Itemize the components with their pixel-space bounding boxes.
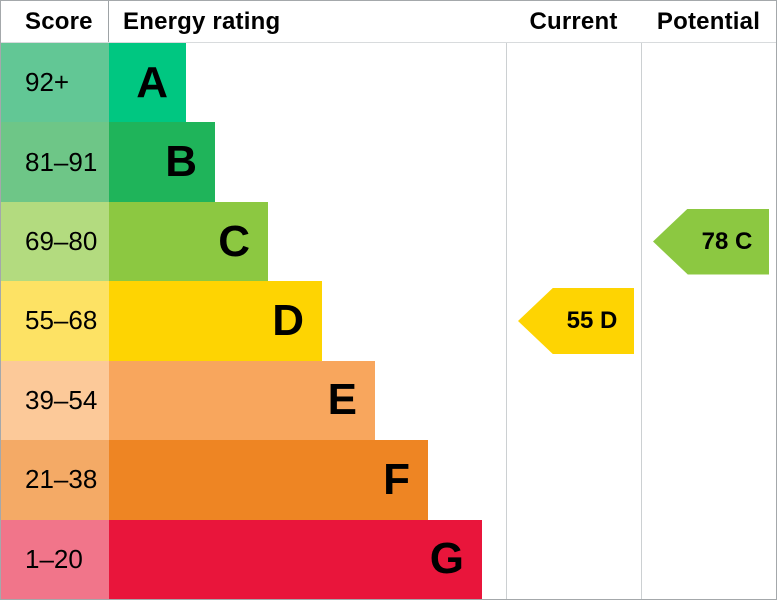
score-range: 69–80 [1, 201, 109, 282]
energy-rating-column-header: Energy rating [123, 7, 281, 35]
current-cell [506, 360, 641, 441]
rating-bar-cell: B [109, 122, 506, 202]
rating-bar-cell: D [109, 281, 506, 361]
rating-bar-cell: G [109, 519, 506, 599]
potential-cell [641, 519, 776, 599]
header-row: Score Energy rating Current Potential [1, 1, 776, 43]
band-row-a: 92+ A [1, 43, 776, 123]
score-range: 1–20 [1, 519, 109, 599]
potential-cell [641, 360, 776, 441]
rating-bar-cell: C [109, 201, 506, 282]
band-row-b: 81–91 B [1, 122, 776, 202]
current-cell [506, 122, 641, 202]
current-rating-arrow: 55 D [518, 287, 634, 354]
potential-cell [641, 281, 776, 361]
current-cell [506, 440, 641, 520]
potential-cell [641, 122, 776, 202]
rating-letter: B [165, 137, 197, 187]
potential-column-header: Potential [656, 7, 761, 35]
score-column-header: Score [1, 1, 109, 42]
rating-bar-f: F [109, 440, 428, 520]
current-cell [506, 43, 641, 123]
rating-bar-a: A [109, 43, 186, 123]
current-cell: 55 D [506, 281, 641, 361]
potential-cell [641, 43, 776, 123]
rating-bar-e: E [109, 360, 375, 441]
rating-bar-c: C [109, 201, 268, 282]
rating-letter: A [136, 57, 168, 107]
band-row-e: 39–54 E [1, 360, 776, 441]
rating-letter: F [383, 454, 410, 504]
rating-letter: C [218, 216, 250, 266]
rating-bar-cell: E [109, 360, 506, 441]
rating-letter: G [429, 534, 464, 584]
chart-body: 92+ A 81–91 B 69–80 C [1, 43, 776, 599]
band-row-c: 69–80 C 78 C [1, 201, 776, 282]
score-range: 21–38 [1, 440, 109, 520]
potential-rating-arrow: 78 C [653, 208, 769, 275]
band-row-f: 21–38 F [1, 440, 776, 520]
band-row-g: 1–20 G [1, 519, 776, 599]
current-cell [506, 201, 641, 282]
rating-bar-cell: A [109, 43, 506, 123]
rating-bar-b: B [109, 122, 215, 202]
rating-bar-g: G [109, 519, 482, 599]
current-column-header: Current [529, 7, 618, 35]
band-row-d: 55–68 D 55 D [1, 281, 776, 361]
rating-letter: E [327, 375, 357, 425]
rating-bar-cell: F [109, 440, 506, 520]
rating-letter: D [272, 295, 304, 345]
rating-bar-d: D [109, 281, 322, 361]
potential-cell: 78 C [641, 201, 776, 282]
potential-cell [641, 440, 776, 520]
score-range: 81–91 [1, 122, 109, 202]
current-cell [506, 519, 641, 599]
score-range: 39–54 [1, 360, 109, 441]
score-range: 92+ [1, 43, 109, 123]
score-range: 55–68 [1, 281, 109, 361]
